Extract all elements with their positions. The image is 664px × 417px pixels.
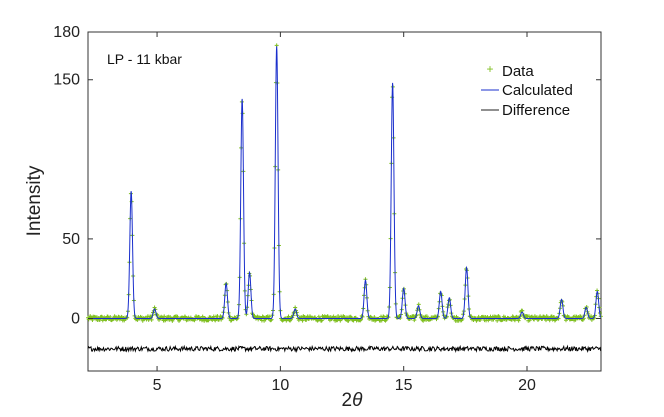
- data-point: [379, 318, 384, 323]
- annotation-label: LP - 11 kbar: [107, 51, 182, 67]
- data-point: [300, 318, 305, 323]
- series-calculated-line: [88, 46, 602, 319]
- plot-area: [87, 31, 602, 372]
- data-point: [383, 318, 388, 323]
- x-axis-title: 2θ: [342, 390, 364, 411]
- x-axis-title-prefix: 2: [342, 390, 353, 411]
- y-tick-label: 180: [53, 24, 80, 41]
- tick-layer: 5 10 15 20 0 50 150 180: [53, 24, 601, 394]
- data-point: [319, 318, 324, 323]
- data-point: [563, 318, 568, 323]
- series-difference-line: [87, 344, 602, 354]
- data-point: [331, 314, 336, 319]
- data-point: [578, 314, 583, 319]
- y-axis-title: Intensity: [24, 165, 45, 236]
- data-point: [200, 314, 205, 319]
- series-layer: [86, 43, 603, 354]
- x-tick-label: 15: [395, 377, 413, 394]
- data-point: [260, 314, 265, 319]
- data-point: [516, 318, 521, 323]
- legend-label-difference: Difference: [502, 102, 570, 119]
- y-tick-label: 150: [53, 72, 80, 89]
- data-point: [149, 317, 154, 322]
- y-tick-label: 0: [71, 310, 80, 327]
- data-point: [381, 314, 386, 319]
- data-point: [315, 318, 320, 323]
- x-tick-label: 10: [271, 377, 289, 394]
- x-tick-label: 20: [518, 377, 536, 394]
- data-point: [495, 318, 500, 323]
- x-axis-title-symbol: θ: [352, 390, 363, 411]
- data-point: [267, 314, 272, 319]
- legend-label-data: Data: [502, 63, 534, 80]
- data-point: [140, 318, 145, 323]
- legend: + Data Calculated Difference: [481, 62, 573, 119]
- legend-marker-data: +: [486, 62, 493, 76]
- data-point: [424, 314, 429, 319]
- x-tick-label: 5: [153, 377, 162, 394]
- y-tick-label: 50: [62, 231, 80, 248]
- legend-label-calculated: Calculated: [502, 82, 573, 99]
- data-point: [162, 314, 167, 319]
- data-point: [333, 315, 338, 320]
